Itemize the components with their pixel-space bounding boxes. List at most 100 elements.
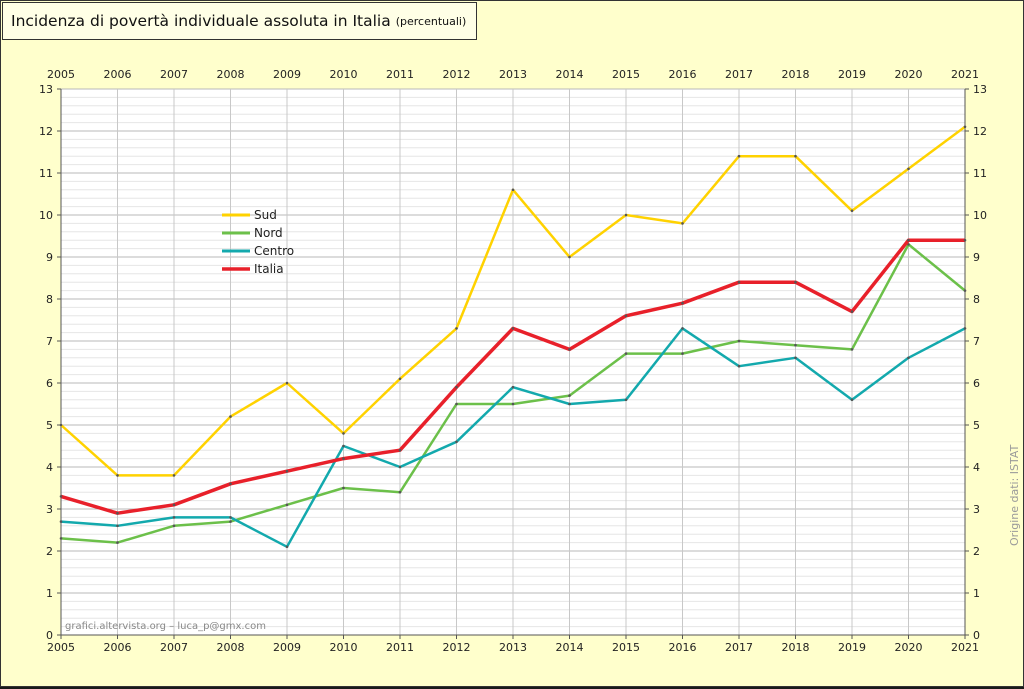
data-point-italia — [172, 503, 176, 507]
data-point-nord — [455, 402, 458, 406]
data-point-centro — [737, 364, 741, 368]
y-tick-label: 3 — [46, 503, 53, 516]
data-point-sud — [59, 423, 63, 427]
data-point-nord — [511, 402, 515, 406]
x-tick-label: 2007 — [160, 641, 188, 654]
series-sud — [59, 125, 967, 477]
data-point-nord — [681, 352, 684, 355]
x-tick-label: 2005 — [47, 641, 75, 654]
data-point-italia — [568, 348, 571, 351]
data-point-italia — [59, 495, 63, 498]
data-point-sud — [342, 432, 345, 435]
data-point-italia — [624, 314, 628, 318]
data-point-sud — [794, 154, 797, 158]
data-point-centro — [907, 356, 910, 360]
data-point-nord — [794, 343, 797, 347]
x-tick-label: 2021 — [951, 641, 979, 654]
x-tick-label: 2013 — [499, 641, 527, 654]
x-tick-label-top: 2010 — [330, 68, 358, 81]
x-tick-label-top: 2019 — [838, 68, 866, 81]
series-centro — [59, 327, 967, 549]
y-tick-label: 7 — [46, 335, 53, 348]
y-tick-label-right: 6 — [973, 377, 980, 390]
data-point-nord — [737, 339, 741, 343]
data-point-nord — [116, 541, 119, 544]
y-tick-label-right: 7 — [973, 335, 980, 348]
x-tick-label-top: 2006 — [104, 68, 132, 81]
x-tick-label-top: 2011 — [386, 68, 414, 81]
x-tick-label: 2019 — [838, 641, 866, 654]
y-tick-label: 1 — [46, 587, 53, 600]
x-tick-label: 2016 — [669, 641, 697, 654]
x-tick-label: 2012 — [443, 641, 471, 654]
data-point-italia — [963, 238, 967, 242]
y-tick-label-right: 3 — [973, 503, 980, 516]
y-tick-label: 11 — [39, 167, 53, 180]
y-tick-label: 10 — [39, 209, 53, 222]
chart-title: Incidenza di povertà individuale assolut… — [11, 12, 391, 30]
data-point-nord — [850, 348, 854, 351]
x-tick-label-top: 2005 — [47, 68, 75, 81]
data-point-centro — [850, 398, 854, 402]
data-point-sud — [681, 222, 684, 225]
x-tick-label: 2011 — [386, 641, 414, 654]
data-point-centro — [568, 402, 571, 406]
data-point-sud — [511, 188, 515, 192]
data-point-nord — [963, 289, 967, 292]
x-tick-label-top: 2007 — [160, 68, 188, 81]
x-tick-label-top: 2017 — [725, 68, 753, 81]
source-text: Origine dati: ISTAT — [1008, 444, 1021, 546]
y-tick-label-right: 2 — [973, 545, 980, 558]
y-tick-label: 13 — [39, 83, 53, 96]
data-point-centro — [172, 516, 176, 519]
y-tick-label-right: 13 — [973, 83, 987, 96]
y-tick-label: 5 — [46, 419, 53, 432]
y-tick-label: 8 — [46, 293, 53, 306]
data-point-centro — [116, 524, 119, 528]
data-point-italia — [398, 448, 402, 452]
x-tick-label: 2010 — [330, 641, 358, 654]
y-tick-label-right: 8 — [973, 293, 980, 306]
y-tick-label: 0 — [46, 629, 53, 642]
data-point-centro — [59, 520, 63, 523]
data-point-italia — [229, 482, 232, 486]
data-point-sud — [624, 213, 628, 217]
data-point-italia — [285, 469, 289, 473]
data-point-centro — [229, 516, 232, 519]
data-point-centro — [342, 444, 345, 448]
x-tick-label: 2009 — [273, 641, 301, 654]
legend-label-sud: Sud — [254, 208, 277, 222]
y-tick-label-right: 9 — [973, 251, 980, 264]
x-tick-label-top: 2015 — [612, 68, 640, 81]
series-lines — [59, 125, 967, 549]
data-point-centro — [794, 356, 797, 360]
title-box: Incidenza di povertà individuale assolut… — [2, 2, 478, 40]
y-tick-label: 2 — [46, 545, 53, 558]
y-tick-label: 6 — [46, 377, 53, 390]
data-point-italia — [681, 301, 684, 305]
data-point-nord — [398, 490, 402, 494]
data-point-nord — [172, 524, 176, 528]
data-point-sud — [172, 474, 176, 477]
legend-label-nord: Nord — [254, 226, 283, 240]
data-point-nord — [59, 537, 63, 540]
data-point-nord — [624, 352, 628, 355]
data-point-sud — [455, 327, 458, 330]
data-point-nord — [229, 520, 232, 523]
data-point-sud — [850, 209, 854, 213]
data-point-sud — [398, 377, 402, 381]
data-point-nord — [342, 486, 345, 490]
x-tick-label-top: 2008 — [217, 68, 245, 81]
data-point-sud — [285, 381, 289, 385]
x-tick-label: 2008 — [217, 641, 245, 654]
chart-subtitle: (percentuali) — [395, 14, 467, 28]
data-point-centro — [681, 327, 684, 330]
y-tick-label-right: 5 — [973, 419, 980, 432]
data-point-italia — [511, 327, 515, 330]
data-point-italia — [907, 238, 910, 242]
credit-text: grafici.altervista.org – luca_p@gmx.com — [65, 621, 266, 632]
data-point-italia — [116, 511, 119, 515]
